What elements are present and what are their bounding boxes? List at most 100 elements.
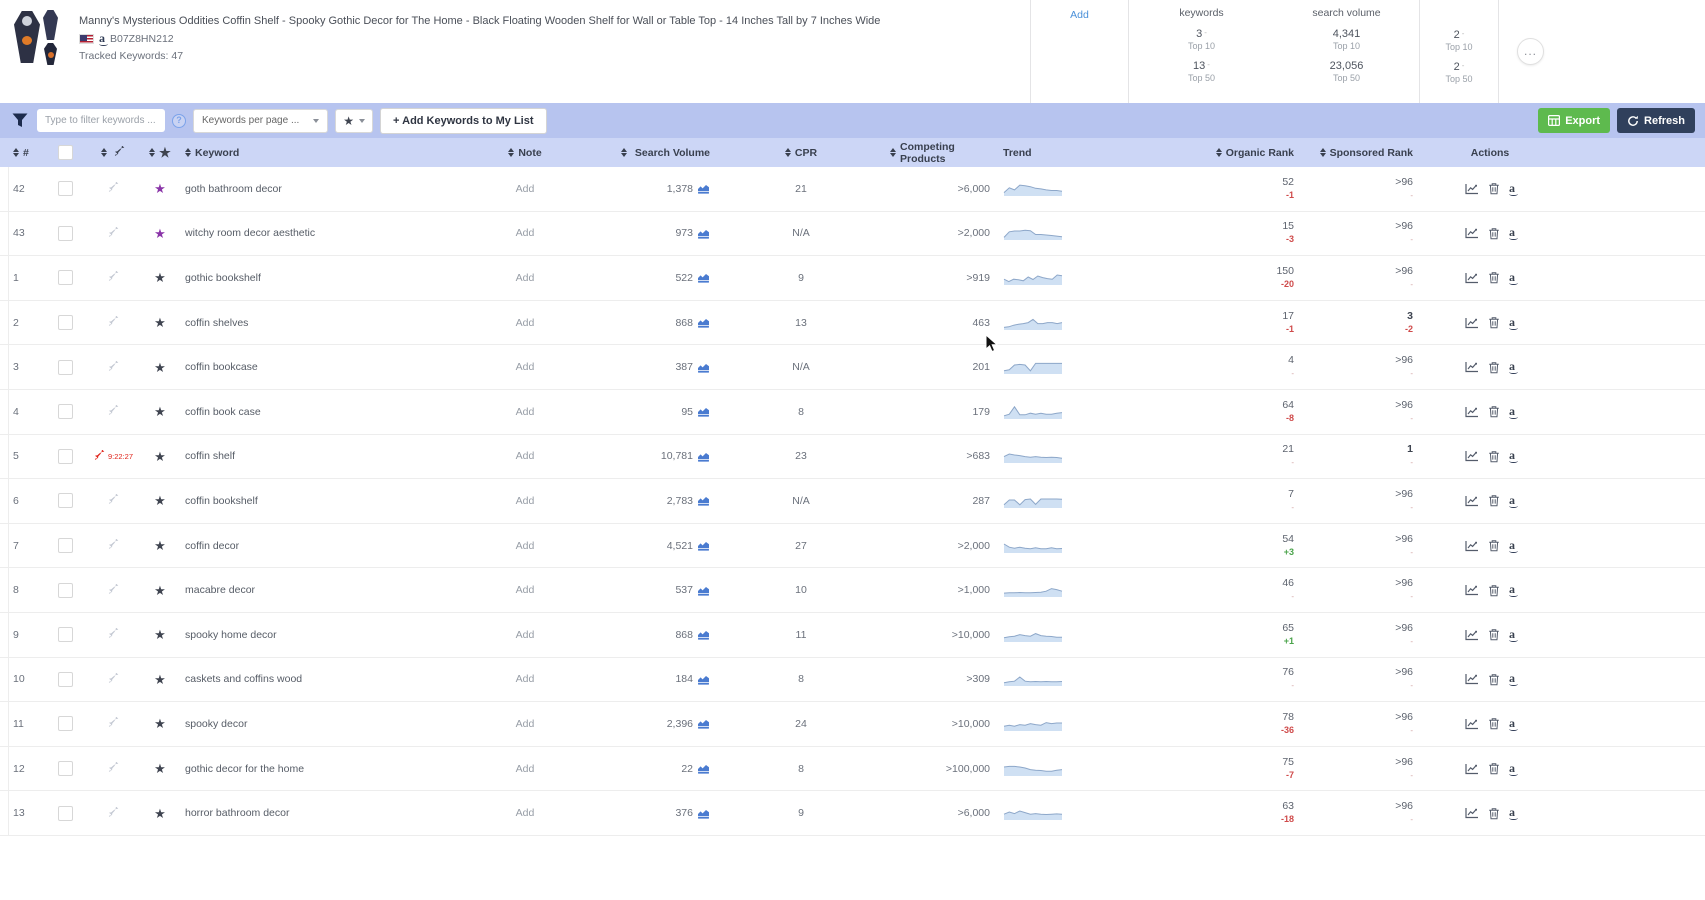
row-checkbox[interactable] bbox=[57, 493, 73, 509]
chart-action-icon[interactable] bbox=[1465, 629, 1479, 641]
row-checkbox[interactable] bbox=[57, 716, 73, 732]
rocket-boost-icon[interactable] bbox=[107, 717, 120, 730]
amazon-link-icon[interactable]: a bbox=[1509, 583, 1518, 598]
search-volume-chart-icon[interactable] bbox=[697, 629, 710, 640]
rocket-boost-icon[interactable] bbox=[107, 806, 120, 820]
row-checkbox[interactable] bbox=[57, 404, 73, 420]
search-volume-chart-icon[interactable] bbox=[697, 808, 710, 819]
search-volume-chart-icon[interactable] bbox=[697, 718, 710, 730]
amazon-link-icon[interactable]: a bbox=[1509, 405, 1518, 419]
rocket-boost-icon[interactable] bbox=[107, 494, 120, 507]
chart-action-icon[interactable] bbox=[1465, 227, 1479, 239]
star-icon[interactable]: ★ bbox=[154, 538, 166, 554]
note-add-link[interactable]: Add bbox=[515, 628, 535, 641]
add-keywords-button[interactable]: + Add Keywords to My List bbox=[380, 107, 547, 134]
header-cpr[interactable]: CPR bbox=[712, 147, 890, 159]
row-checkbox[interactable] bbox=[57, 582, 73, 598]
amazon-link-icon[interactable]: a bbox=[1509, 672, 1518, 687]
search-volume-chart-icon[interactable] bbox=[697, 495, 710, 507]
header-sponsored-rank[interactable]: Sponsored Rank bbox=[1300, 147, 1420, 159]
amazon-link-icon[interactable]: a bbox=[1509, 226, 1518, 241]
search-volume-chart-icon[interactable] bbox=[697, 272, 710, 284]
chart-action-icon[interactable] bbox=[1465, 272, 1479, 284]
star-icon[interactable]: ★ bbox=[154, 359, 166, 375]
delete-action-icon[interactable] bbox=[1488, 450, 1500, 463]
header-organic-rank[interactable]: Organic Rank bbox=[1075, 147, 1300, 159]
header-star[interactable]: ★ bbox=[140, 146, 180, 159]
header-number[interactable]: # bbox=[0, 147, 44, 159]
delete-action-icon[interactable] bbox=[1488, 361, 1500, 374]
delete-action-icon[interactable] bbox=[1488, 717, 1500, 730]
star-icon[interactable]: ★ bbox=[154, 225, 166, 241]
search-volume-chart-icon[interactable] bbox=[697, 228, 710, 239]
export-button[interactable]: Export bbox=[1538, 108, 1611, 133]
rocket-boost-icon[interactable] bbox=[107, 405, 120, 418]
note-add-link[interactable]: Add bbox=[515, 494, 535, 507]
amazon-link-icon[interactable]: a bbox=[1509, 449, 1518, 464]
row-checkbox[interactable] bbox=[57, 538, 73, 554]
delete-action-icon[interactable] bbox=[1488, 182, 1500, 195]
amazon-link-icon[interactable]: a bbox=[1509, 316, 1518, 330]
header-keyword[interactable]: Keyword bbox=[180, 147, 475, 159]
row-checkbox[interactable] bbox=[57, 315, 73, 331]
star-icon[interactable]: ★ bbox=[154, 716, 166, 732]
note-add-link[interactable]: Add bbox=[515, 182, 535, 195]
star-icon[interactable]: ★ bbox=[154, 448, 166, 464]
select-all-checkbox[interactable] bbox=[57, 145, 73, 160]
rocket-boost-icon[interactable] bbox=[107, 762, 120, 775]
star-icon[interactable]: ★ bbox=[154, 805, 166, 821]
amazon-link-icon[interactable]: a bbox=[1509, 182, 1518, 196]
search-volume-chart-icon[interactable] bbox=[697, 406, 710, 417]
star-icon[interactable]: ★ bbox=[154, 315, 166, 331]
chart-action-icon[interactable] bbox=[1465, 763, 1479, 775]
header-search-volume[interactable]: Search Volume bbox=[575, 147, 712, 159]
rocket-boost-icon[interactable] bbox=[93, 449, 106, 463]
amazon-link-icon[interactable]: a bbox=[1509, 717, 1518, 731]
row-checkbox[interactable] bbox=[57, 359, 73, 375]
delete-action-icon[interactable] bbox=[1488, 405, 1500, 418]
rocket-boost-icon[interactable] bbox=[107, 226, 120, 240]
star-icon[interactable]: ★ bbox=[154, 404, 166, 420]
note-add-link[interactable]: Add bbox=[515, 584, 535, 597]
rocket-boost-icon[interactable] bbox=[107, 360, 120, 374]
amazon-link-icon[interactable]: a bbox=[1509, 494, 1518, 508]
delete-action-icon[interactable] bbox=[1488, 673, 1500, 686]
note-add-link[interactable]: Add bbox=[515, 762, 535, 775]
amazon-link-icon[interactable]: a bbox=[1509, 628, 1518, 642]
row-checkbox[interactable] bbox=[57, 805, 73, 821]
star-filter-button[interactable]: ★ bbox=[335, 108, 374, 133]
rocket-boost-icon[interactable] bbox=[107, 628, 120, 641]
delete-action-icon[interactable] bbox=[1488, 807, 1500, 820]
note-add-link[interactable]: Add bbox=[515, 673, 535, 686]
search-volume-chart-icon[interactable] bbox=[697, 763, 710, 774]
star-icon[interactable]: ★ bbox=[154, 181, 166, 197]
rocket-boost-icon[interactable] bbox=[107, 316, 120, 329]
amazon-link-icon[interactable]: a bbox=[1509, 762, 1518, 776]
note-add-link[interactable]: Add bbox=[515, 271, 535, 284]
header-note[interactable]: Note bbox=[475, 147, 575, 159]
chart-action-icon[interactable] bbox=[1465, 450, 1479, 462]
product-image[interactable] bbox=[14, 10, 66, 65]
row-checkbox[interactable] bbox=[57, 761, 73, 777]
note-add-link[interactable]: Add bbox=[515, 539, 535, 552]
chart-action-icon[interactable] bbox=[1465, 361, 1479, 373]
rocket-boost-icon[interactable] bbox=[107, 583, 120, 597]
more-options-button[interactable]: ... bbox=[1517, 38, 1544, 65]
star-icon[interactable]: ★ bbox=[154, 627, 166, 643]
search-volume-chart-icon[interactable] bbox=[697, 540, 710, 551]
row-checkbox[interactable] bbox=[57, 448, 73, 464]
search-volume-chart-icon[interactable] bbox=[697, 674, 710, 685]
row-checkbox[interactable] bbox=[57, 225, 73, 241]
rocket-boost-icon[interactable] bbox=[107, 271, 120, 284]
row-checkbox[interactable] bbox=[57, 270, 73, 286]
star-icon[interactable]: ★ bbox=[154, 493, 166, 509]
header-competing-products[interactable]: Competing Products bbox=[890, 141, 995, 165]
chart-action-icon[interactable] bbox=[1465, 406, 1479, 418]
delete-action-icon[interactable] bbox=[1488, 271, 1500, 284]
chart-action-icon[interactable] bbox=[1465, 183, 1479, 195]
star-icon[interactable]: ★ bbox=[154, 270, 166, 286]
row-checkbox[interactable] bbox=[57, 181, 73, 197]
row-checkbox[interactable] bbox=[57, 627, 73, 643]
note-add-link[interactable]: Add bbox=[515, 227, 535, 240]
chart-action-icon[interactable] bbox=[1465, 495, 1479, 507]
